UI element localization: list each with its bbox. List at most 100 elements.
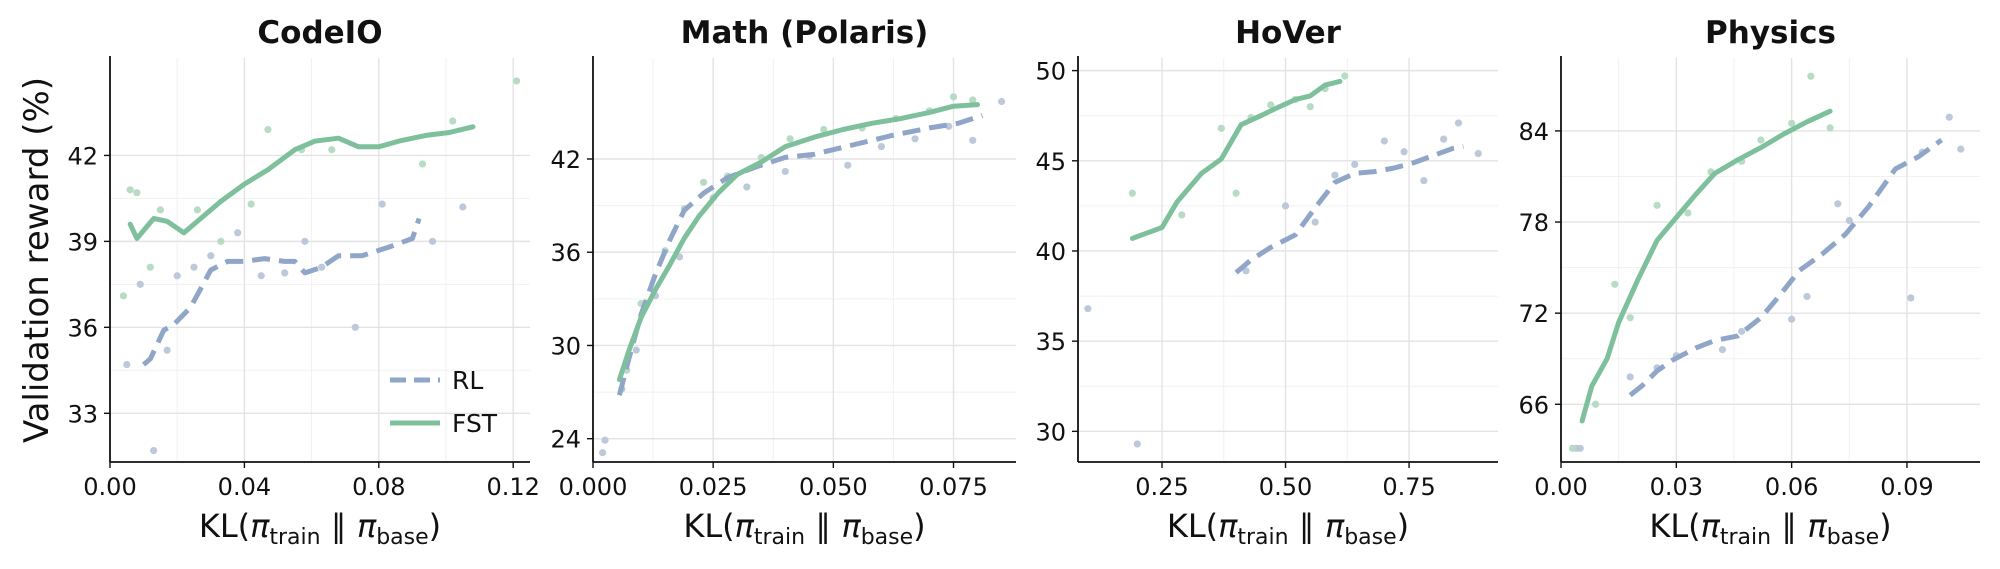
- scatter-point-fst: [1684, 209, 1692, 217]
- x-tick-label: 0.00: [1534, 473, 1587, 501]
- x-tick-label: 0.075: [919, 473, 988, 501]
- scatter-point-rl: [1474, 149, 1482, 158]
- scatter-point-fst: [820, 125, 828, 134]
- x-axis-label-part: π: [1325, 507, 1345, 545]
- scatter-point-rl: [1400, 148, 1408, 156]
- x-tick-label: 0.09: [1880, 473, 1933, 501]
- scatter-point-rl: [1834, 200, 1842, 208]
- scatter-point-rl: [1845, 216, 1853, 225]
- scatter-point-fst: [193, 206, 201, 214]
- y-tick-label: 36: [550, 239, 581, 267]
- scatter-point-rl: [1311, 218, 1319, 226]
- scatter-point-rl: [1454, 119, 1463, 127]
- x-axis-label: KL(πtrain ∥ πbase): [199, 507, 441, 550]
- scatter-point-fst: [1653, 201, 1661, 209]
- x-axis-label-part: ): [429, 507, 441, 545]
- legend-label-fst: FST: [452, 409, 498, 438]
- scatter-point-rl: [173, 272, 181, 280]
- scatter-point-rl: [281, 269, 289, 277]
- scatter-point-fst: [247, 200, 255, 208]
- scatter-point-fst: [1591, 400, 1600, 408]
- scatter-point-fst: [156, 206, 164, 214]
- scatter-point-rl: [632, 346, 640, 354]
- scatter-point-rl: [1281, 202, 1290, 210]
- scatter-point-rl: [1331, 171, 1339, 179]
- x-axis-label: KL(πtrain ∥ πbase): [1167, 507, 1409, 550]
- legend-label-rl: RL: [452, 366, 483, 395]
- series-line-rl: [1628, 137, 1944, 398]
- series-line-fst: [1129, 78, 1343, 241]
- scatter-point-rl: [1440, 135, 1448, 143]
- x-axis-label-part: ∥: [1289, 507, 1325, 545]
- y-tick-label: 72: [1518, 300, 1549, 328]
- x-axis-label-subscript: train: [754, 525, 805, 550]
- x-tick-label: 0.12: [486, 473, 539, 501]
- scatter-point-fst: [1568, 444, 1577, 452]
- scatter-point-rl: [969, 136, 977, 144]
- scatter-point-rl: [123, 360, 131, 369]
- x-axis-label-part: π: [357, 507, 377, 545]
- x-axis-label-part: π: [735, 507, 755, 545]
- x-axis-label-subscript: base: [1344, 525, 1396, 550]
- y-tick-label: 42: [550, 146, 581, 174]
- scatter-point-fst: [449, 117, 457, 125]
- scatter-point-rl: [1242, 267, 1250, 275]
- scatter-point-rl: [1133, 440, 1141, 448]
- x-axis-label-part: ∥: [321, 507, 357, 545]
- y-tick-label: 24: [550, 426, 581, 454]
- scatter-point-rl: [1576, 444, 1584, 452]
- scatter-point-fst: [119, 292, 128, 300]
- scatter-point-fst: [1217, 124, 1225, 132]
- scatter-point-rl: [207, 252, 215, 260]
- scatter-point-rl: [601, 436, 609, 444]
- scatter-point-rl: [163, 346, 171, 354]
- scatter-point-fst: [133, 189, 141, 197]
- scatter-point-fst: [1306, 103, 1314, 111]
- x-axis-label-part: ): [1397, 507, 1409, 545]
- y-tick-label: 78: [1518, 209, 1549, 237]
- scatter-point-rl: [844, 161, 852, 169]
- series-line-fst: [127, 124, 476, 241]
- scatter-point-rl: [1945, 113, 1953, 121]
- chart-panel-0: 0.00 0.04 0.08 0.12 33 36 39 42 CodeIO KL(πtrain …: [67, 15, 539, 550]
- x-axis-label-part: π: [841, 507, 861, 545]
- y-tick-label: 36: [67, 314, 98, 342]
- scatter-point-fst: [1232, 189, 1240, 197]
- x-axis-label-part: π: [1807, 507, 1827, 545]
- scatter-point-fst: [1626, 314, 1634, 322]
- series-line-fst: [1579, 108, 1833, 424]
- x-axis-label-subscript: base: [1827, 525, 1879, 550]
- panel-title: HoVer: [1235, 15, 1342, 51]
- y-tick-label: 66: [1518, 391, 1549, 419]
- scatter-point-rl: [136, 280, 144, 288]
- x-axis-label-part: π: [1701, 507, 1721, 545]
- x-tick-label: 0.050: [799, 473, 868, 501]
- y-axis-label: Validation reward (%): [17, 77, 57, 443]
- scatter-point-rl: [351, 323, 359, 331]
- x-axis-label-part: ∥: [1771, 507, 1807, 545]
- x-axis-label-part: ): [1879, 507, 1891, 545]
- scatter-point-rl: [911, 135, 919, 143]
- x-tick-label: 0.03: [1650, 473, 1703, 501]
- scatter-point-rl: [257, 272, 265, 280]
- x-tick-label: 0.04: [218, 473, 271, 501]
- series-line-rl: [616, 113, 984, 396]
- x-axis-label-part: KL(: [199, 507, 250, 545]
- x-axis-label-part: π: [1218, 507, 1238, 545]
- x-axis-label-subscript: train: [269, 525, 320, 550]
- chart-panel-3: 0.00 0.03 0.06 0.0966727884PhysicsKL(πtrain…: [1518, 15, 1980, 550]
- y-tick-label: 84: [1518, 118, 1549, 146]
- x-axis-label-part: ∥: [805, 507, 841, 545]
- scatter-point-rl: [997, 97, 1006, 106]
- scatter-point-rl: [1957, 145, 1965, 153]
- x-tick-label: 0.06: [1765, 473, 1818, 501]
- scatter-point-rl: [1420, 177, 1428, 185]
- scatter-point-rl: [1718, 346, 1727, 354]
- x-axis-label-subscript: train: [1237, 525, 1288, 550]
- x-axis-label-subscript: base: [861, 525, 913, 550]
- scatter-point-rl: [1351, 160, 1359, 169]
- scatter-point-rl: [743, 183, 751, 191]
- scatter-point-fst: [1826, 124, 1834, 132]
